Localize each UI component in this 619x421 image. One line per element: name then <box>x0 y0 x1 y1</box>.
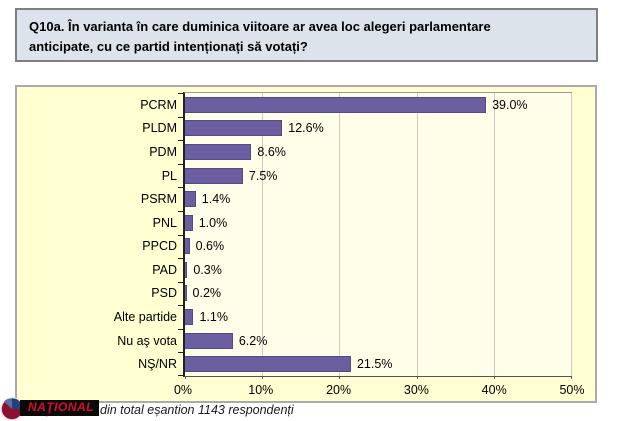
bar <box>185 143 252 160</box>
gridline <box>416 93 418 376</box>
category-label: PCRM <box>140 97 177 112</box>
bar-row: PNL 1.0% <box>153 211 571 235</box>
value-label: 1.0% <box>198 215 228 230</box>
value-label: 0.2% <box>192 286 222 301</box>
x-axis-tick <box>339 376 341 379</box>
bar <box>185 308 194 325</box>
value-label: 1.4% <box>201 192 231 207</box>
y-axis-tick <box>178 187 183 189</box>
bar <box>185 356 351 373</box>
y-axis-tick <box>178 281 183 283</box>
category-label: PNL <box>152 215 177 230</box>
bar-row: PSD 0.2% <box>151 282 571 306</box>
y-axis-tick <box>178 234 183 236</box>
bar <box>185 261 188 278</box>
bar <box>185 191 196 208</box>
gridline <box>339 93 341 376</box>
x-axis-tick <box>493 376 495 379</box>
y-axis-tick <box>178 352 183 354</box>
category-label: PSRM <box>140 192 177 207</box>
bar-row: PSRM 1.4% <box>141 187 571 211</box>
y-axis-tick <box>178 116 183 118</box>
bar-row: PDM 8.6% <box>149 140 571 164</box>
bar-rows: PCRM 39.0% PLDM 12.6% PDM 8.6% PL 7.5% PSRM 1.4% P… <box>114 93 571 376</box>
plot-area: PCRM 39.0% PLDM 12.6% PDM 8.6% PL 7.5% PSRM 1.4% P… <box>114 92 572 379</box>
category-label: PSD <box>151 286 177 301</box>
gridline <box>571 93 572 376</box>
category-label: Nu aş vota <box>117 333 177 348</box>
x-axis-label: 30% <box>403 383 429 397</box>
x-axis-label: 10% <box>248 383 274 397</box>
category-label: PAD <box>152 262 177 277</box>
value-label: 0.3% <box>193 262 222 277</box>
bar <box>185 96 487 113</box>
y-axis-tick <box>178 93 183 94</box>
question-title-line2: anticipate, cu ce partid intenționați să… <box>29 39 308 54</box>
category-label: Alte partide <box>113 309 177 324</box>
x-axis-label: 0% <box>173 383 193 397</box>
chart-container: PCRM 39.0% PLDM 12.6% PDM 8.6% PL 7.5% PSRM 1.4% P… <box>15 85 597 403</box>
x-axis-tick <box>185 376 186 379</box>
bar <box>185 285 187 302</box>
value-label: 7.5% <box>248 168 278 183</box>
question-title-box: Q10a. În varianta în care duminica viito… <box>15 8 598 62</box>
bar <box>185 167 243 184</box>
category-label: PLDM <box>142 121 177 136</box>
gridline <box>262 93 264 376</box>
y-axis-tick <box>178 328 183 330</box>
y-axis-tick <box>178 305 183 307</box>
y-axis-tick <box>178 140 183 142</box>
y-axis-tick <box>178 210 183 212</box>
x-axis-label: 50% <box>559 383 585 397</box>
y-axis-tick <box>178 258 183 260</box>
x-axis-label: 20% <box>326 383 352 397</box>
bar <box>185 238 190 255</box>
category-label: PPCD <box>142 239 177 254</box>
value-label: 21.5% <box>356 357 393 372</box>
bar <box>185 332 233 349</box>
x-axis-tick <box>571 376 572 379</box>
category-label: PL <box>161 168 177 183</box>
bar-row: Alte partide 1.1% <box>114 305 571 329</box>
bar <box>185 120 283 137</box>
y-axis-tick <box>178 375 183 376</box>
x-axis-tick <box>416 376 418 379</box>
bar-row: Nu aş vota 6.2% <box>117 329 571 353</box>
x-axis-tick <box>262 376 264 379</box>
value-label: 8.6% <box>257 144 286 159</box>
x-axis-label: 40% <box>481 383 507 397</box>
bar-row: PL 7.5% <box>162 164 571 188</box>
y-axis-tick <box>178 163 183 165</box>
category-label: PDM <box>149 144 177 159</box>
value-label: 6.2% <box>238 333 268 348</box>
bar-row: NŞ/NR 21.5% <box>138 352 571 376</box>
gridline <box>493 93 495 376</box>
bar-row: PCRM 39.0% <box>140 93 571 117</box>
bar-row: PLDM 12.6% <box>142 117 571 141</box>
value-label: 1.1% <box>199 309 228 324</box>
bar-row: PPCD 0.6% <box>142 234 571 258</box>
bar-row: PAD 0.3% <box>152 258 571 282</box>
x-axis-labels: 0% 10% 20% 30% 40% 50% <box>174 383 585 399</box>
value-label: 39.0% <box>492 97 528 112</box>
watermark-logo: NAŢIONAL <box>0 396 99 421</box>
value-label: 0.6% <box>195 239 225 254</box>
category-label: NŞ/NR <box>138 357 177 372</box>
national-logo-text: NAŢIONAL <box>20 400 99 416</box>
question-title-line1: Q10a. În varianta în care duminica viito… <box>29 19 491 34</box>
value-label: 12.6% <box>288 121 324 136</box>
bar <box>185 214 193 231</box>
